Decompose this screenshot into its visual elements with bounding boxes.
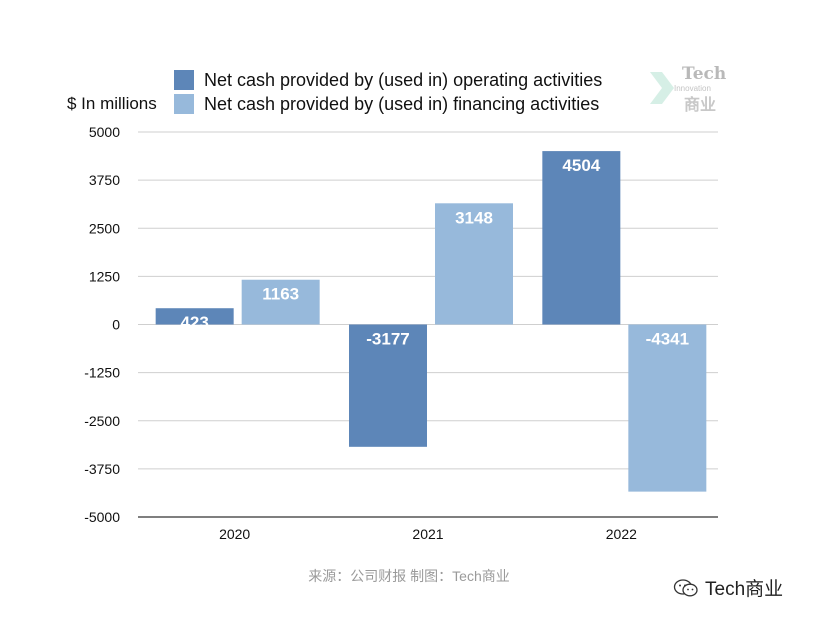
y-tick-label: 1250 bbox=[89, 268, 120, 284]
y-tick-label: 0 bbox=[112, 317, 120, 333]
legend-item-operating: Net cash provided by (used in) operating… bbox=[174, 68, 602, 92]
logo-text-shangye: 商业 bbox=[684, 97, 717, 114]
y-tick-label: -3750 bbox=[84, 461, 120, 477]
legend-item-financing: Net cash provided by (used in) financing… bbox=[174, 92, 602, 116]
y-tick-label: -1250 bbox=[84, 365, 120, 381]
legend-swatch-financing bbox=[174, 94, 194, 114]
x-tick-label: 2022 bbox=[606, 526, 637, 542]
y-tick-label: 2500 bbox=[89, 220, 120, 236]
logo-text-innovation: Innovation bbox=[674, 84, 711, 93]
legend: Net cash provided by (used in) operating… bbox=[174, 68, 602, 116]
watermark-text: Tech商业 bbox=[705, 579, 784, 600]
y-axis-label: $ In millions bbox=[67, 94, 157, 113]
legend-label-financing: Net cash provided by (used in) financing… bbox=[204, 93, 600, 114]
data-label: 3148 bbox=[455, 208, 493, 227]
legend-label-operating: Net cash provided by (used in) operating… bbox=[204, 69, 603, 90]
wechat-icon bbox=[673, 578, 698, 596]
bar-chart: 5000 3750 2500 1250 0 -1250 -2500 -3750 -5000 202… bbox=[84, 124, 718, 542]
data-label: 4504 bbox=[562, 156, 600, 175]
bar bbox=[628, 324, 707, 492]
y-tick-label: -5000 bbox=[84, 509, 120, 525]
legend-swatch-operating bbox=[174, 70, 194, 90]
y-tick-label: -2500 bbox=[84, 413, 120, 429]
wechat-watermark: Tech商业 bbox=[673, 574, 783, 601]
bar bbox=[241, 279, 320, 325]
bar bbox=[542, 151, 621, 325]
data-label: 423 bbox=[180, 313, 208, 332]
bar bbox=[349, 324, 427, 447]
y-tick-label: 5000 bbox=[89, 124, 120, 140]
x-tick-label: 2021 bbox=[412, 526, 443, 542]
y-tick-label: 3750 bbox=[89, 172, 120, 188]
logo-text-tech: Tech bbox=[682, 64, 727, 84]
data-label: -3177 bbox=[366, 330, 409, 349]
tech-innovation-logo: Tech Innovation 商业 bbox=[648, 64, 738, 114]
logo-arrow-icon bbox=[650, 72, 674, 104]
source-caption: 来源：公司财报 制图：Tech商业 bbox=[308, 568, 510, 584]
x-tick-label: 2020 bbox=[219, 526, 250, 542]
data-label: -4341 bbox=[646, 330, 689, 349]
data-label: 1163 bbox=[262, 285, 299, 304]
bar bbox=[435, 203, 513, 325]
bar bbox=[155, 308, 234, 325]
